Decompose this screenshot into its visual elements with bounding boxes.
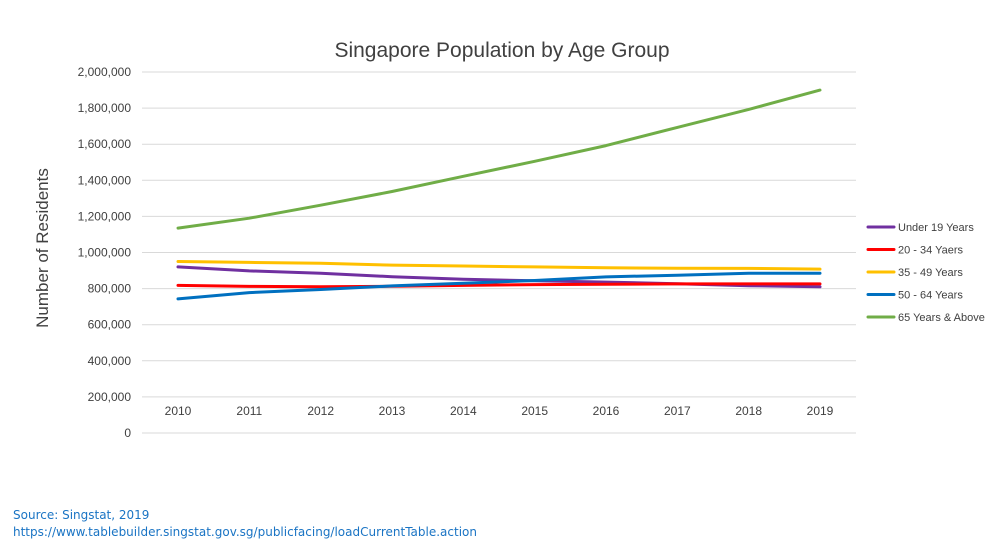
y-tick-label: 600,000 — [88, 318, 132, 332]
y-tick-label: 400,000 — [88, 354, 132, 368]
x-tick-label: 2013 — [379, 404, 406, 418]
y-tick-label: 1,600,000 — [78, 137, 132, 151]
y-tick-label: 1,800,000 — [78, 101, 132, 115]
y-tick-label: 0 — [124, 426, 131, 440]
source-citation: Source: Singstat, 2019 — [13, 508, 150, 522]
legend-label: 20 - 34 Yaers — [898, 245, 964, 257]
gridlines — [142, 71, 856, 434]
legend-label: 65 Years & Above — [898, 312, 985, 324]
series-line-3 — [176, 260, 822, 271]
x-tick-label: 2012 — [307, 404, 334, 418]
series-line-5 — [176, 88, 822, 230]
series-line-4 — [176, 271, 822, 301]
legend-label: 50 - 64 Years — [898, 290, 963, 302]
x-tick-label: 2015 — [521, 404, 548, 418]
chart-title: Singapore Population by Age Group — [334, 39, 669, 62]
x-axis-tick-labels: 2010 2011 2012 2013 2014 2015 2016 2017 2018 2019 — [165, 404, 834, 418]
y-tick-label: 1,400,000 — [78, 173, 132, 187]
x-tick-label: 2017 — [664, 404, 691, 418]
y-tick-label: 200,000 — [88, 390, 132, 404]
x-tick-label: 2019 — [807, 404, 834, 418]
series-line-2 — [176, 282, 822, 289]
y-tick-label: 1,000,000 — [78, 246, 132, 260]
line-chart: Singapore Population by Age Group 0 200,0… — [33, 39, 985, 440]
legend-label: 35 - 49 Years — [898, 267, 963, 279]
y-axis-title: Number of Residents — [33, 168, 52, 328]
y-tick-label: 2,000,000 — [78, 65, 132, 79]
legend-item: 50 - 64 Years — [866, 290, 963, 302]
x-tick-label: 2016 — [593, 404, 620, 418]
legend-item: 35 - 49 Years — [866, 267, 963, 279]
legend-item: 20 - 34 Yaers — [866, 245, 964, 257]
y-axis-tick-labels: 0 200,000 400,000 600,000 800,000 1,000,000 1,… — [78, 65, 132, 440]
source-note: Source: Singstat, 2019 https://www.table… — [13, 507, 477, 541]
x-tick-label: 2010 — [165, 404, 192, 418]
source-url[interactable]: https://www.tablebuilder.singstat.gov.sg… — [13, 525, 477, 539]
x-tick-label: 2011 — [236, 404, 262, 418]
y-tick-label: 800,000 — [88, 282, 132, 296]
x-tick-label: 2018 — [735, 404, 762, 418]
legend-item: Under 19 Years — [866, 222, 974, 234]
y-tick-label: 1,200,000 — [78, 209, 132, 223]
legend-item: 65 Years & Above — [866, 312, 985, 324]
legend-label: Under 19 Years — [898, 222, 974, 234]
legend: Under 19 Years 20 - 34 Yaers 35 - 49 Years… — [866, 222, 985, 324]
x-tick-label: 2014 — [450, 404, 477, 418]
series-lines — [176, 88, 822, 301]
